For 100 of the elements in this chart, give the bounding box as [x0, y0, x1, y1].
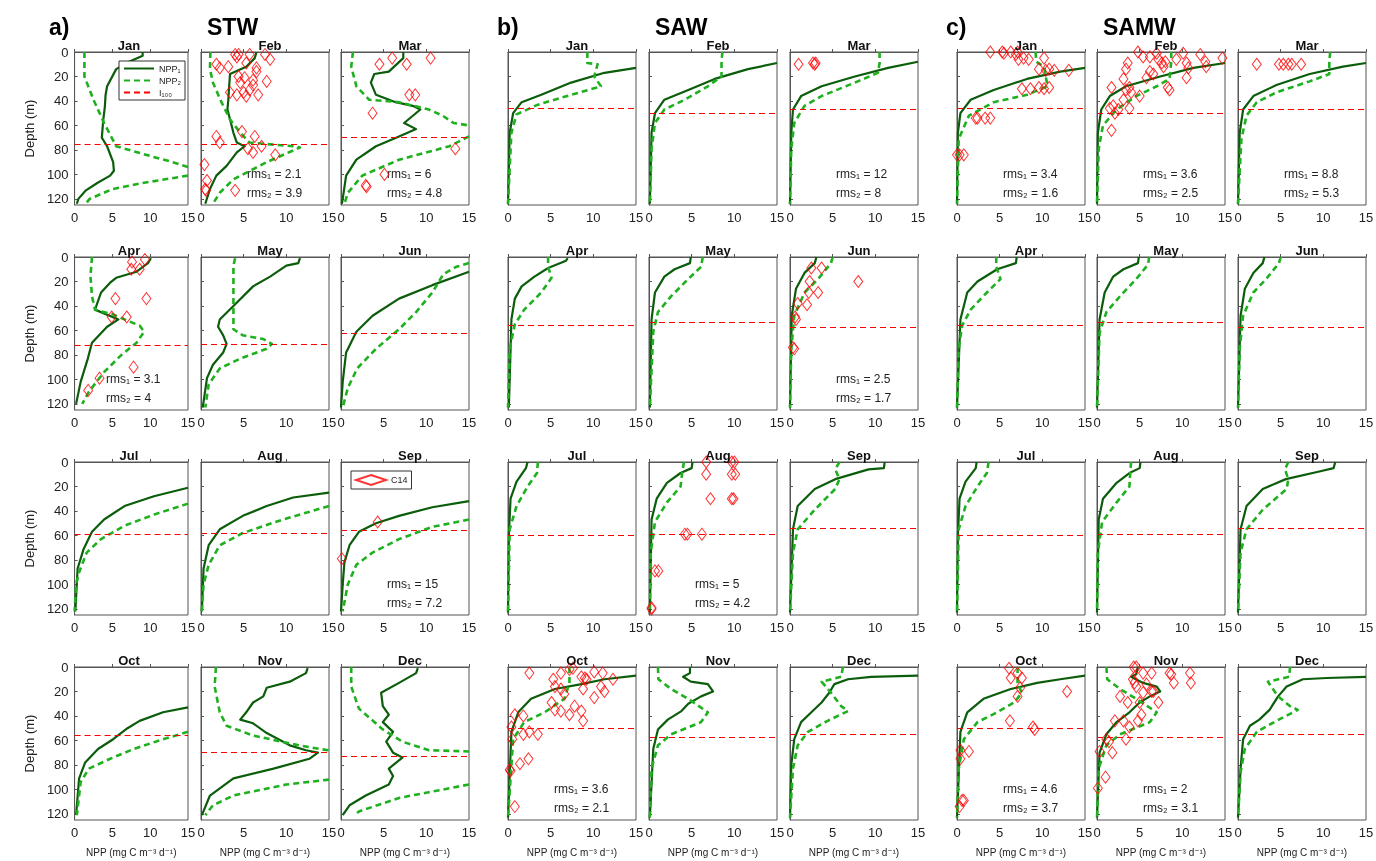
x-tick-label: 15 [769, 210, 785, 225]
annotation: rms₂ = 4.8 [387, 185, 443, 200]
y-tick-label: 20 [54, 478, 69, 494]
annotation: rms₂ = 7.2 [387, 595, 443, 610]
x-tick-label: 0 [504, 210, 512, 225]
chart-subtitle: SAMW [1103, 13, 1177, 40]
x-tick-label: 10 [279, 210, 294, 225]
annotation: rms₂ = 5.3 [1284, 185, 1340, 200]
chart-title: May [705, 243, 732, 258]
x-tick-label: 5 [547, 620, 555, 635]
x-tick-label: 15 [321, 210, 337, 225]
x-tick-label: 0 [786, 620, 794, 635]
y-tick-label: 120 [46, 191, 69, 207]
y-tick-label: 80 [54, 757, 69, 773]
x-tick-label: 15 [628, 210, 644, 225]
x-tick-label: 5 [1136, 620, 1144, 635]
x-tick-label: 0 [1234, 210, 1242, 225]
x-tick-label: 5 [996, 415, 1004, 430]
y-tick-label: 20 [54, 683, 69, 699]
y-tick-label: 60 [54, 322, 69, 338]
x-tick-label: 15 [769, 825, 785, 840]
x-tick-label: 15 [1077, 825, 1093, 840]
x-tick-label: 15 [628, 620, 644, 635]
x-axis-title: NPP (mg C m⁻³ d⁻¹) [86, 846, 177, 858]
x-tick-label: 10 [419, 415, 434, 430]
y-tick-label: 0 [61, 659, 69, 675]
x-tick-label: 15 [1358, 620, 1374, 635]
chart-title: Jun [398, 243, 422, 258]
x-tick-label: 15 [461, 620, 477, 635]
x-tick-label: 15 [461, 210, 477, 225]
x-tick-label: 5 [380, 620, 388, 635]
chart-subtitle: a) [49, 13, 70, 40]
annotation: rms₁ = 2 [1143, 782, 1188, 797]
x-tick-label: 10 [419, 620, 434, 635]
x-tick-label: 15 [180, 210, 196, 225]
legend-label: C14 [391, 475, 408, 485]
x-tick-label: 15 [321, 620, 337, 635]
x-tick-label: 10 [586, 415, 601, 430]
x-tick-label: 15 [910, 210, 926, 225]
y-tick-label: 100 [46, 371, 69, 387]
x-tick-label: 0 [337, 825, 345, 840]
x-tick-label: 10 [1175, 825, 1190, 840]
y-tick-label: 120 [46, 601, 69, 617]
x-tick-label: 5 [108, 620, 117, 635]
x-tick-label: 5 [996, 210, 1004, 225]
x-tick-label: 10 [727, 210, 742, 225]
x-tick-label: 5 [380, 210, 388, 225]
y-axis-title: Depth (m) [22, 509, 37, 568]
chart-title: Jul [119, 448, 139, 463]
annotation: rms₁ = 3.6 [554, 782, 609, 797]
x-tick-label: 0 [645, 210, 653, 225]
chart-title: Sep [847, 448, 871, 463]
x-tick-label: 15 [1358, 210, 1374, 225]
y-tick-label: 60 [54, 117, 69, 133]
x-tick-label: 10 [1175, 620, 1190, 635]
chart-title: Oct [1015, 653, 1038, 668]
x-tick-label: 15 [1217, 415, 1233, 430]
x-tick-label: 0 [504, 415, 512, 430]
x-tick-label: 10 [1175, 415, 1190, 430]
annotation: rms₂ = 8 [836, 185, 882, 200]
annotation: rms₁ = 6 [387, 167, 432, 182]
x-tick-label: 5 [1136, 415, 1144, 430]
x-tick-label: 10 [868, 210, 883, 225]
x-tick-label: 5 [996, 620, 1004, 635]
annotation: rms₂ = 1.6 [1003, 185, 1059, 200]
x-tick-label: 10 [868, 825, 883, 840]
x-tick-label: 15 [1077, 210, 1093, 225]
x-tick-label: 10 [142, 415, 158, 430]
chart-title: Jan [117, 38, 141, 53]
chart-title: Aug [705, 448, 731, 463]
chart-title: Apr [117, 243, 141, 258]
chart-title: Dec [847, 653, 871, 668]
chart-subtitle: STW [207, 13, 259, 40]
x-tick-label: 0 [504, 825, 512, 840]
x-tick-label: 5 [1277, 415, 1285, 430]
x-tick-label: 15 [1217, 620, 1233, 635]
x-tick-label: 10 [1035, 210, 1050, 225]
chart-title: Nov [257, 653, 284, 668]
x-tick-label: 5 [688, 210, 696, 225]
chart-title: Jun [1295, 243, 1319, 258]
x-tick-label: 10 [1035, 825, 1050, 840]
x-tick-label: 5 [380, 415, 388, 430]
x-tick-label: 10 [142, 825, 158, 840]
x-tick-label: 5 [108, 825, 117, 840]
x-tick-label: 10 [279, 620, 294, 635]
annotation: rms₁ = 8.8 [1284, 167, 1339, 182]
x-tick-label: 5 [688, 415, 696, 430]
y-tick-label: 80 [54, 552, 69, 568]
annotation: rms₁ = 2.5 [836, 372, 891, 387]
x-tick-label: 5 [380, 825, 388, 840]
x-tick-label: 10 [1316, 415, 1331, 430]
annotation: rms₁ = 2.1 [247, 167, 302, 182]
chart-title: Oct [118, 653, 141, 668]
chart-title: Aug [1153, 448, 1179, 463]
y-tick-label: 40 [54, 708, 69, 724]
y-axis-title: Depth (m) [22, 99, 37, 158]
x-axis-title: NPP (mg C m⁻³ d⁻¹) [1256, 846, 1348, 858]
x-tick-label: 5 [240, 415, 248, 430]
x-tick-label: 5 [688, 825, 696, 840]
x-tick-label: 10 [419, 210, 434, 225]
